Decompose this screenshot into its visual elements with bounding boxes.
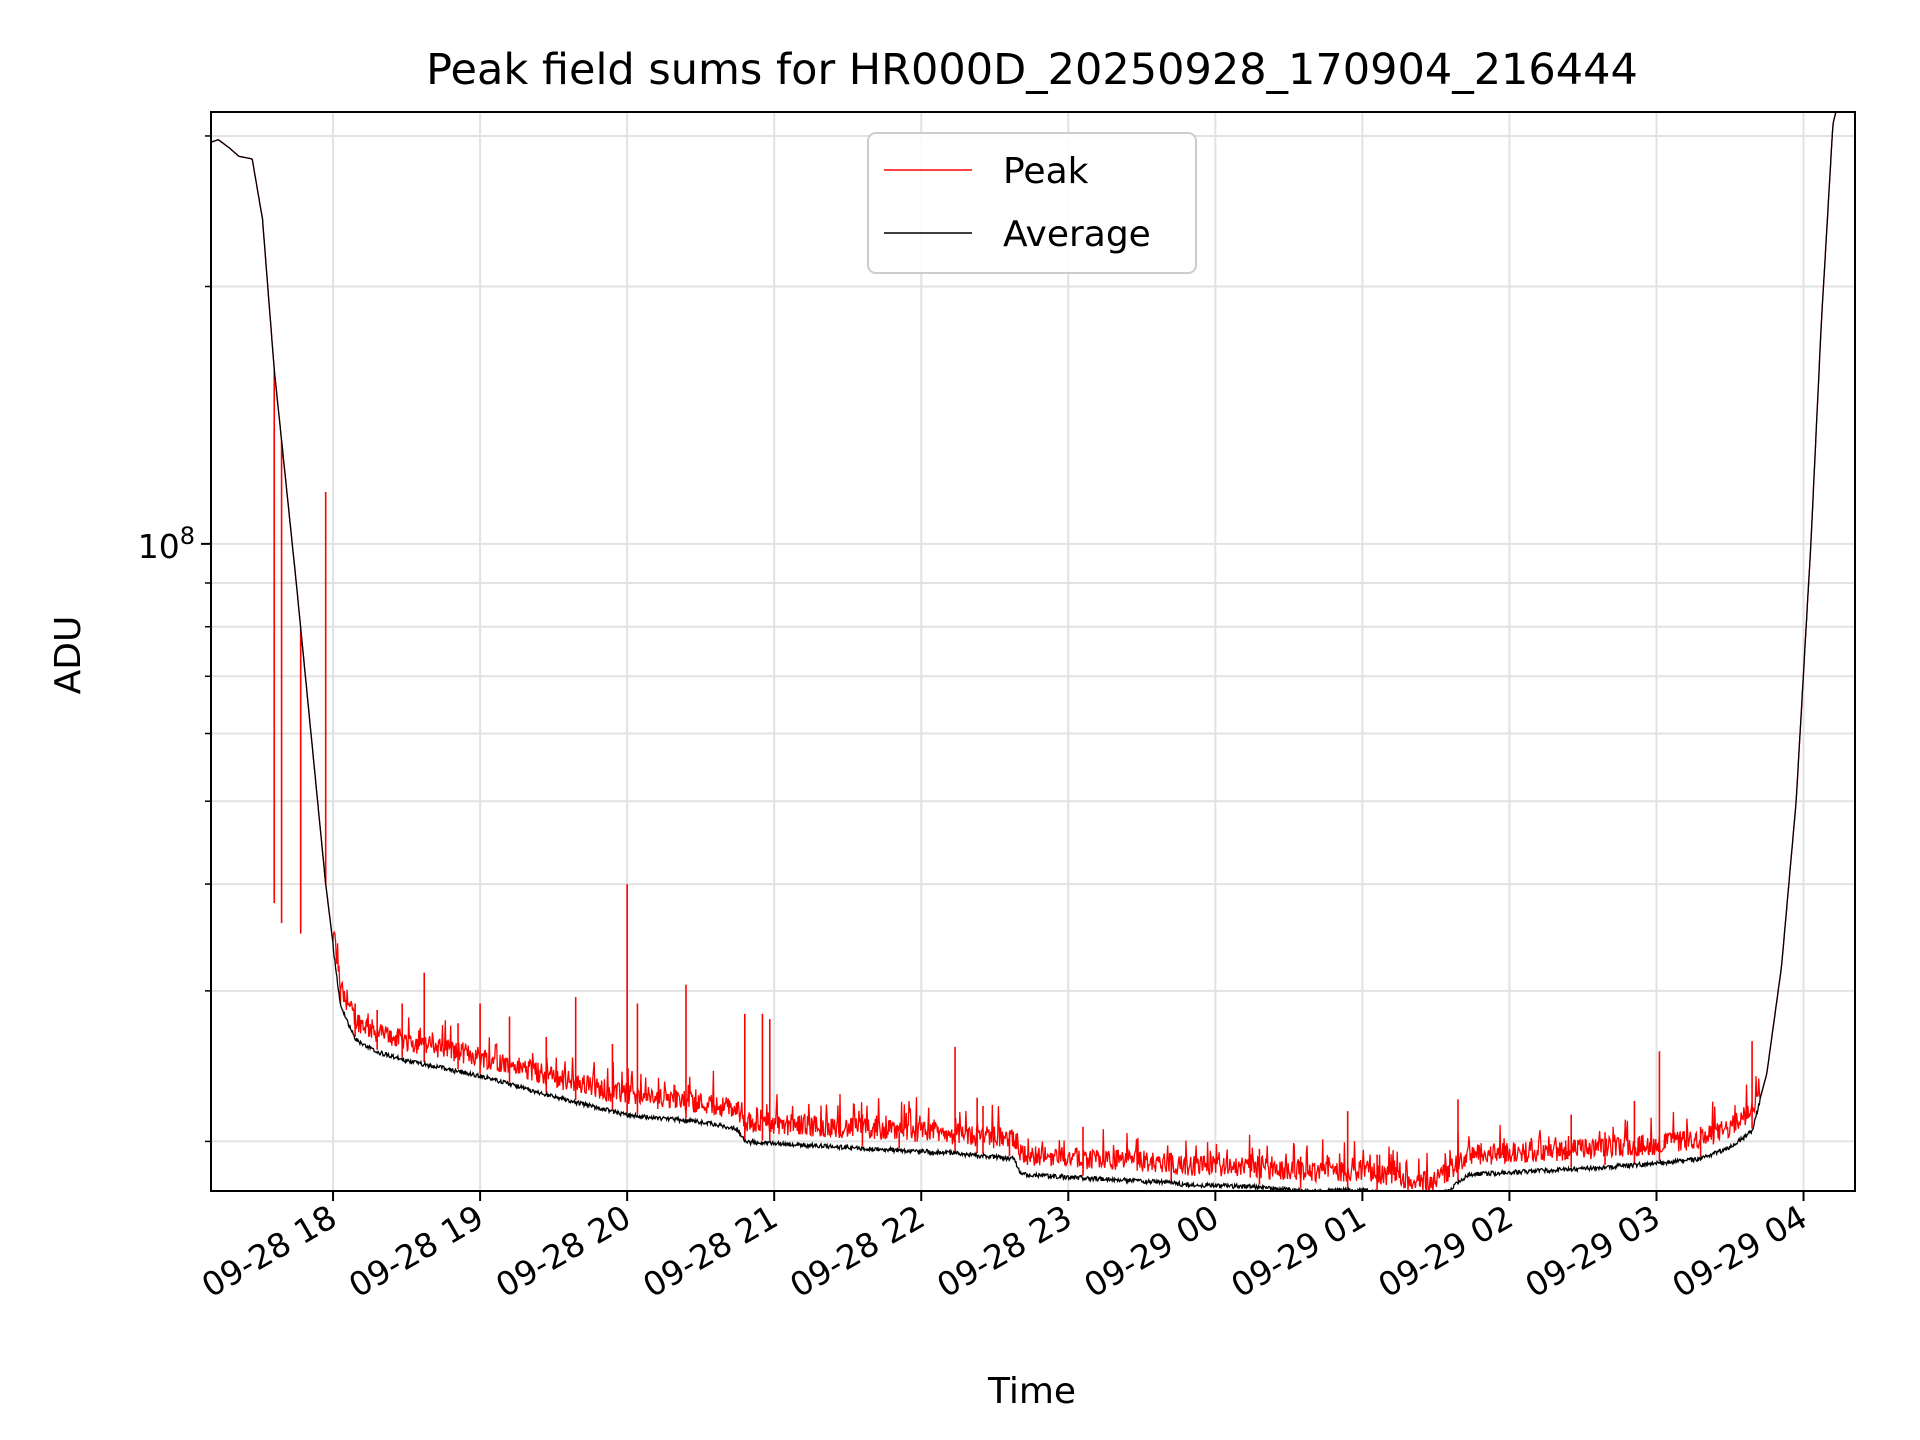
x-tick-label: 09-29 01 bbox=[1224, 1197, 1372, 1305]
x-tick-label: 09-28 19 bbox=[342, 1197, 490, 1305]
y-axis-label: ADU bbox=[48, 616, 89, 695]
x-tick-label: 09-29 03 bbox=[1518, 1197, 1666, 1305]
y-axis: 108 bbox=[138, 135, 211, 1143]
legend-label-average: Average bbox=[1003, 214, 1151, 255]
series-peak-line bbox=[211, 112, 1837, 1191]
grid bbox=[211, 112, 1855, 1191]
x-tick-label: 09-29 04 bbox=[1666, 1197, 1814, 1305]
x-tick-label: 09-28 18 bbox=[195, 1197, 343, 1305]
x-tick-label: 09-28 22 bbox=[783, 1197, 931, 1305]
chart-title: Peak field sums for HR000D_20250928_1709… bbox=[426, 45, 1638, 95]
x-axis-label: Time bbox=[987, 1371, 1076, 1412]
legend-label-peak: Peak bbox=[1003, 151, 1089, 192]
x-axis: 09-28 18 09-28 19 09-28 20 09-28 21 09-28 22… bbox=[195, 1191, 1814, 1305]
series-average-line bbox=[211, 112, 1837, 1191]
plot-frame bbox=[210, 111, 1856, 1192]
legend-box bbox=[867, 132, 1197, 274]
x-tick-label: 09-28 20 bbox=[489, 1197, 637, 1305]
plot-lines bbox=[211, 112, 1837, 1191]
x-tick-label: 09-28 23 bbox=[930, 1197, 1078, 1305]
x-tick-label: 09-28 21 bbox=[636, 1197, 784, 1305]
x-tick-label: 09-29 02 bbox=[1371, 1197, 1519, 1305]
y-tick-label: 108 bbox=[138, 522, 195, 566]
x-tick-label: 09-29 00 bbox=[1077, 1197, 1225, 1305]
legend: Peak Average bbox=[867, 132, 1197, 274]
